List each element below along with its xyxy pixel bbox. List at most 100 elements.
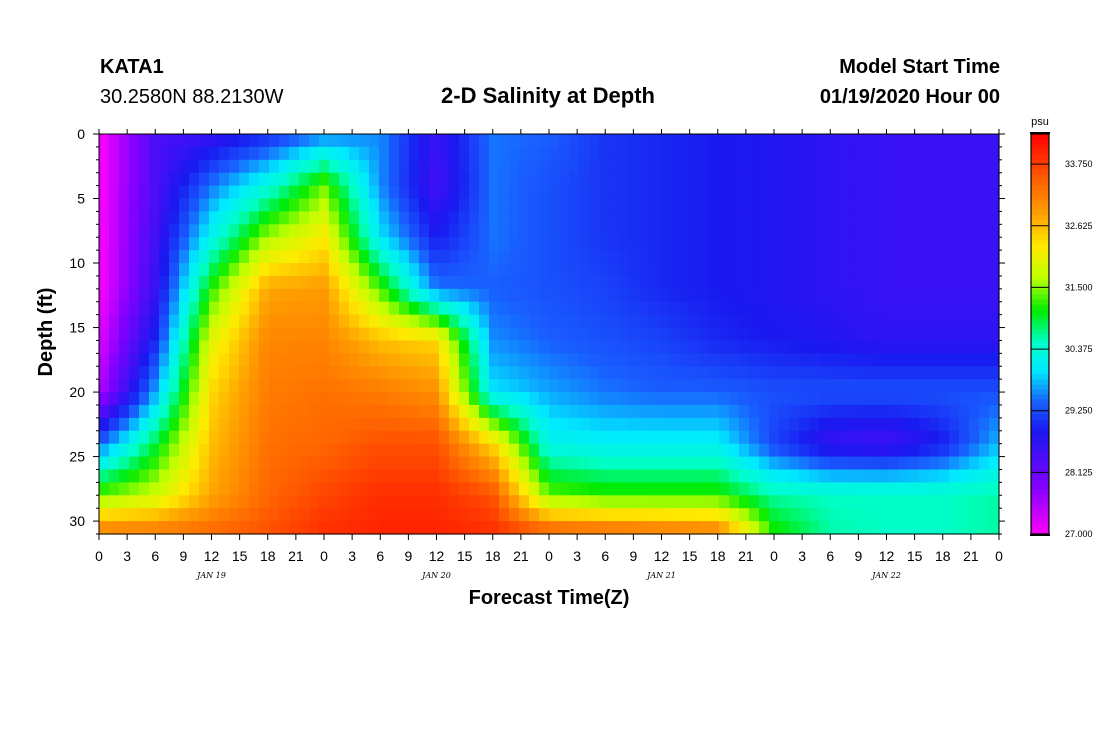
heatmap-cell	[489, 404, 500, 419]
heatmap-cell	[219, 366, 230, 380]
heatmap-cell	[129, 146, 140, 161]
heatmap-cell	[509, 146, 520, 161]
heatmap-cell	[419, 430, 430, 445]
heatmap-cell	[349, 159, 360, 174]
heatmap-cell	[299, 172, 310, 187]
heatmap-cell	[579, 172, 590, 187]
heatmap-cell	[229, 404, 240, 419]
heatmap-cell	[559, 198, 570, 213]
heatmap-cell	[389, 366, 400, 380]
heatmap-cell	[879, 430, 890, 445]
heatmap-cell	[399, 314, 410, 329]
colorbar-segment	[1031, 424, 1049, 430]
heatmap-cell	[159, 469, 170, 483]
heatmap-cell	[369, 263, 380, 277]
heatmap-cell	[229, 146, 240, 161]
heatmap-cell	[819, 508, 830, 522]
heatmap-cell	[99, 275, 110, 290]
heatmap-cell	[879, 224, 890, 238]
heatmap-cell	[509, 508, 520, 522]
heatmap-cell	[349, 134, 360, 148]
heatmap-cell	[929, 159, 940, 174]
heatmap-cell	[299, 224, 310, 238]
heatmap-cell	[459, 327, 470, 342]
heatmap-cell	[399, 392, 410, 406]
heatmap-cell	[139, 340, 150, 354]
heatmap-cell	[829, 211, 840, 225]
heatmap-cell	[889, 250, 900, 264]
heatmap-cell	[229, 172, 240, 187]
heatmap-cell	[249, 379, 260, 393]
heatmap-cell	[409, 495, 420, 509]
colorbar-segment	[1031, 394, 1049, 400]
heatmap-cell	[909, 301, 920, 316]
heatmap-cell	[919, 250, 930, 264]
heatmap-cell	[219, 495, 230, 509]
heatmap-cell	[429, 443, 440, 458]
heatmap-cell	[399, 146, 410, 161]
heatmap-cell	[459, 430, 470, 445]
heatmap-cell	[289, 521, 300, 535]
heatmap-cell	[369, 134, 380, 148]
heatmap-cell	[949, 198, 960, 213]
heatmap-cell	[629, 288, 640, 303]
heatmap-cell	[379, 134, 390, 148]
heatmap-cell	[689, 456, 700, 471]
heatmap-cell	[789, 301, 800, 316]
heatmap-cell	[759, 263, 770, 277]
y-tick-label: 5	[77, 191, 85, 207]
heatmap-cell	[609, 353, 620, 367]
heatmap-cell	[979, 353, 990, 367]
heatmap-cell	[329, 417, 340, 432]
heatmap-cell	[239, 237, 250, 251]
heatmap-cell	[309, 301, 320, 316]
heatmap-cell	[749, 185, 760, 200]
heatmap-cell	[189, 392, 200, 406]
heatmap-cell	[649, 417, 660, 432]
heatmap-cell	[719, 185, 730, 200]
heatmap-cell	[249, 327, 260, 342]
heatmap-cell	[559, 366, 570, 380]
heatmap-cell	[99, 404, 110, 419]
heatmap-cell	[609, 211, 620, 225]
heatmap-cell	[759, 456, 770, 471]
heatmap-cell	[299, 508, 310, 522]
heatmap-cell	[619, 250, 630, 264]
heatmap-cell	[859, 521, 870, 535]
heatmap-cell	[389, 327, 400, 342]
heatmap-cell	[329, 146, 340, 161]
heatmap-cell	[329, 211, 340, 225]
heatmap-cell	[659, 288, 670, 303]
heatmap-cell	[199, 198, 210, 213]
heatmap-cell	[989, 146, 1000, 161]
heatmap-cell	[369, 211, 380, 225]
heatmap-cell	[639, 198, 650, 213]
heatmap-cell	[869, 482, 880, 496]
heatmap-cell	[399, 508, 410, 522]
heatmap-cell	[229, 340, 240, 354]
heatmap-cell	[379, 508, 390, 522]
heatmap-cell	[619, 301, 630, 316]
heatmap-cell	[849, 353, 860, 367]
heatmap-cell	[599, 134, 610, 148]
heatmap-cell	[159, 288, 170, 303]
heatmap-cell	[699, 521, 710, 535]
heatmap-cell	[109, 134, 120, 148]
heatmap-cell	[179, 224, 190, 238]
heatmap-cell	[429, 482, 440, 496]
heatmap-cell	[219, 314, 230, 329]
heatmap-cell	[709, 301, 720, 316]
heatmap-cell	[109, 469, 120, 483]
heatmap-cell	[699, 250, 710, 264]
heatmap-cell	[279, 327, 290, 342]
heatmap-cell	[479, 340, 490, 354]
heatmap-cell	[759, 508, 770, 522]
heatmap-cell	[839, 430, 850, 445]
heatmap-cell	[199, 185, 210, 200]
heatmap-cell	[249, 198, 260, 213]
heatmap-cell	[299, 340, 310, 354]
heatmap-cell	[419, 224, 430, 238]
heatmap-cell	[569, 198, 580, 213]
heatmap-cell	[329, 185, 340, 200]
heatmap-cell	[789, 172, 800, 187]
